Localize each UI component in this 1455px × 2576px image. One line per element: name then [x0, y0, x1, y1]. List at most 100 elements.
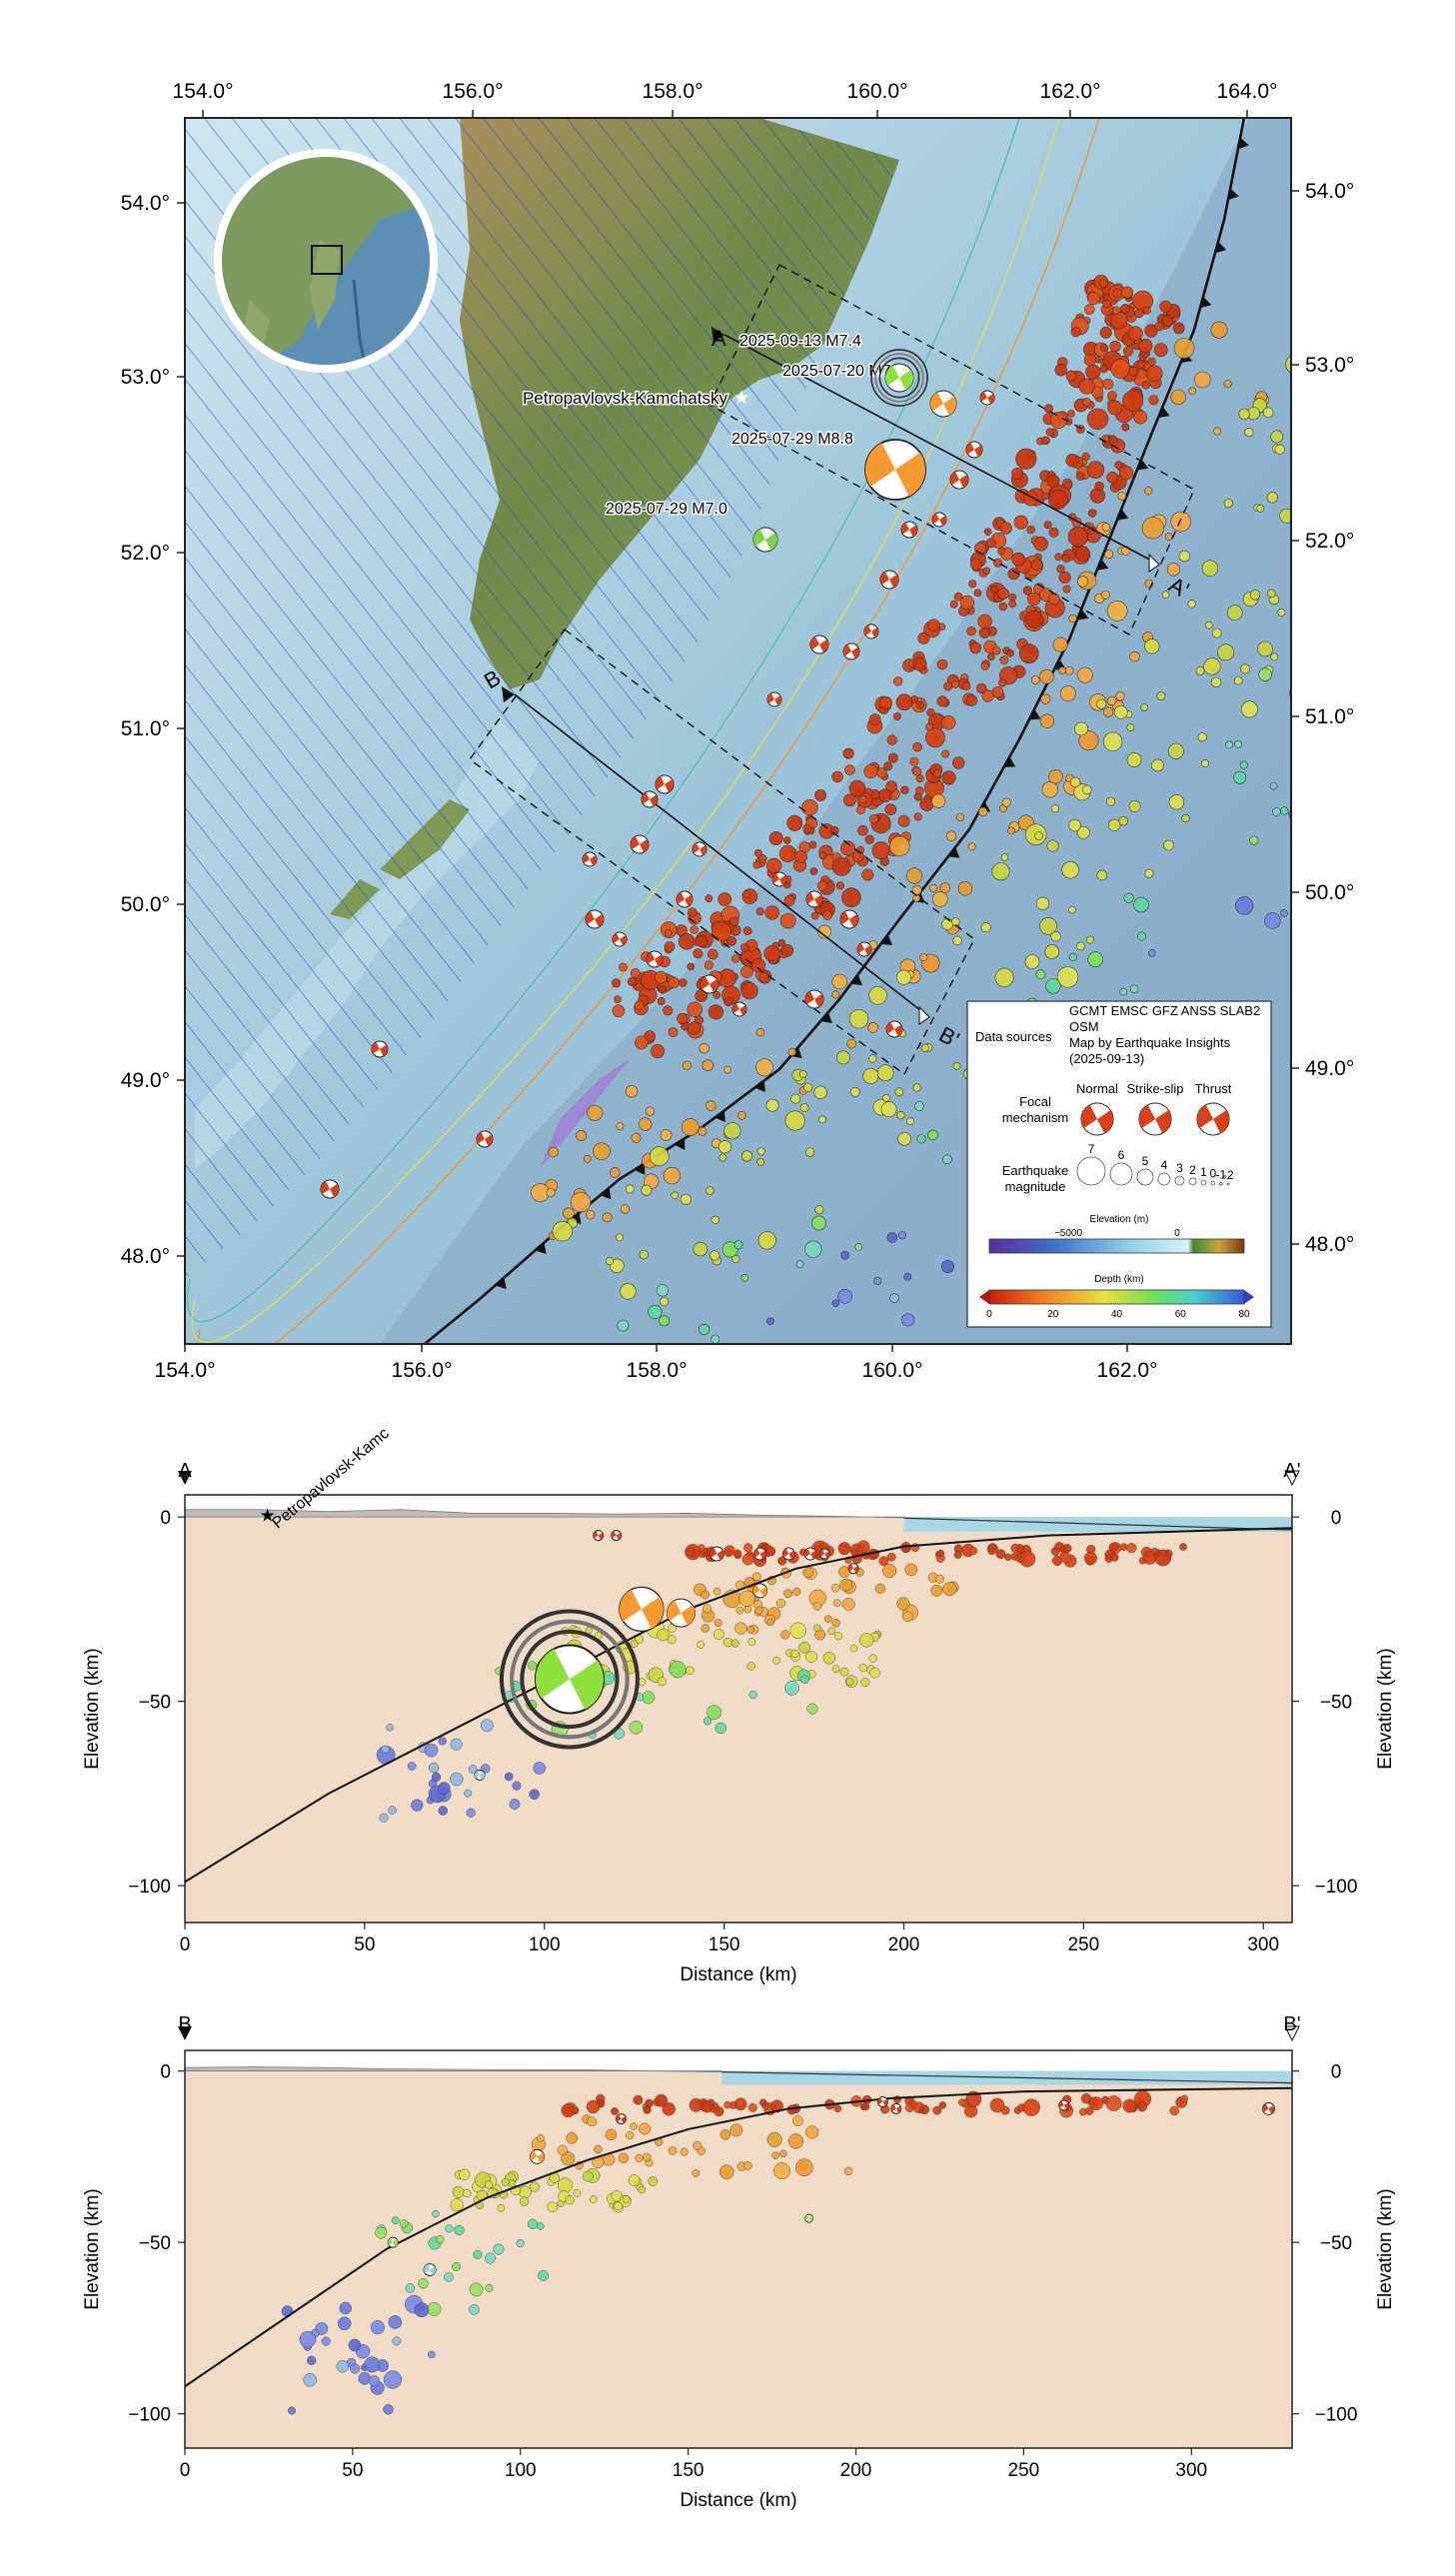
map-earthquake — [1011, 467, 1024, 480]
map-earthquake — [1374, 388, 1385, 399]
section-earthquake — [714, 1619, 723, 1628]
map-earthquake — [1302, 481, 1311, 490]
section-earthquake — [669, 1661, 687, 1679]
trench-tooth — [1136, 459, 1149, 471]
map-earthquake — [1151, 758, 1164, 772]
legend-magnitude-circles: 7 6 5 4 3 2 1 0 -1-2 — [1076, 1142, 1234, 1186]
section-x-tick: 250 — [1067, 1934, 1099, 1955]
section-earthquake — [839, 1667, 849, 1677]
map-earthquake — [678, 978, 688, 987]
map-earthquake — [719, 1153, 728, 1162]
section-city-star: ★ — [260, 1505, 276, 1525]
section-earthquake — [822, 1652, 836, 1665]
map-earthquake — [650, 1044, 665, 1059]
map-earthquake — [1063, 480, 1073, 490]
legend-magnitude-circle — [1076, 1156, 1106, 1186]
section-earthquake — [424, 1743, 439, 1758]
section-earthquake — [754, 1606, 763, 1615]
map-focal-mechanism — [863, 624, 879, 640]
section-earthquake — [368, 2375, 381, 2387]
map-earthquake — [1112, 288, 1123, 299]
map-earthquake — [1099, 326, 1112, 339]
map-earthquake — [660, 1297, 670, 1307]
map-earthquake — [752, 860, 761, 869]
map-earthquake — [1126, 752, 1142, 767]
map-earthquake — [1048, 768, 1063, 784]
section-end-label: B' — [1283, 2013, 1300, 2035]
section-earthquake — [427, 2350, 436, 2359]
map-earthquake — [880, 1101, 897, 1118]
map-earthquake — [1270, 652, 1279, 661]
section-earthquake — [1122, 2098, 1137, 2113]
map-earthquake — [612, 1004, 626, 1018]
map-earthquake — [1094, 481, 1104, 492]
map-earthquake — [1368, 438, 1383, 453]
section-earthquake — [662, 2101, 676, 2116]
section-earthquake — [407, 1762, 417, 1771]
map-earthquake — [649, 1146, 670, 1166]
map-earthquake — [879, 695, 892, 709]
depth-tick: 20 — [1047, 1309, 1059, 1320]
map-focal-mechanism — [766, 691, 782, 707]
lat-tick-right: 53.0° — [1305, 354, 1354, 377]
legend-magnitude-circle — [1210, 1180, 1215, 1186]
map-earthquake — [757, 854, 767, 863]
section-earthquake — [758, 2098, 767, 2106]
map-earthquake — [1267, 589, 1276, 599]
map-earthquake — [894, 1087, 904, 1097]
section-focal-mechanism — [804, 2213, 814, 2223]
section-earthquake — [735, 1606, 744, 1615]
section-earthquake — [444, 2272, 454, 2282]
map-earthquake — [1197, 732, 1207, 742]
lat-tick-left: 50.0° — [121, 893, 170, 916]
map-earthquake — [1277, 608, 1286, 617]
depth-tick: 80 — [1238, 1309, 1250, 1320]
legend-magnitude-circle — [1219, 1181, 1223, 1186]
section-earthquake — [1089, 2096, 1103, 2111]
section-y-label-right: Elevation (km) — [1375, 2188, 1396, 2309]
map-earthquake — [692, 1366, 700, 1374]
section-earthquake — [743, 2160, 752, 2170]
section-y-tick-left: 0 — [160, 1508, 171, 1529]
section-earthquake — [405, 2283, 416, 2293]
map-earthquake — [965, 694, 978, 706]
section-earthquake — [438, 1782, 451, 1795]
section-focal-mechanism — [781, 1547, 795, 1561]
section-earthquake — [485, 2252, 497, 2264]
section-earthquake — [747, 2102, 757, 2112]
section-earthquake — [701, 2100, 714, 2113]
map-earthquake — [941, 918, 954, 930]
section-earthquake — [537, 2133, 545, 2142]
map-earthquake — [945, 830, 957, 841]
section-earthquake — [392, 2336, 402, 2346]
map-earthquake — [977, 806, 988, 817]
map-earthquake — [616, 1122, 625, 1130]
lon-tick-bottom: 156.0° — [392, 1359, 453, 1382]
map-earthquake — [868, 713, 881, 726]
map-earthquake — [885, 780, 897, 793]
legend-magnitude-circle — [1226, 1182, 1230, 1186]
map-earthquake — [1102, 706, 1114, 717]
section-earthquake — [777, 1556, 787, 1566]
map-earthquake — [1101, 523, 1111, 532]
map-focal-mechanism — [320, 1179, 340, 1199]
map-earthquake — [768, 830, 783, 845]
legend-magnitude-label-2: magnitude — [1005, 1179, 1066, 1194]
section-earthquake — [1003, 1553, 1012, 1562]
map-earthquake — [685, 1450, 696, 1461]
map-earthquake — [927, 1129, 938, 1141]
map-earthquake — [706, 1100, 717, 1111]
section-earthquake — [861, 2102, 870, 2111]
map-earthquake — [1140, 703, 1149, 711]
map-earthquake — [952, 935, 962, 945]
map-earthquake — [1045, 978, 1061, 994]
lon-tick-bottom: 154.0° — [155, 1359, 216, 1382]
legend-magnitude-label: 4 — [1161, 1158, 1168, 1172]
section-focal-mechanism — [499, 1609, 640, 1750]
map-earthquake — [1085, 364, 1101, 380]
section-earthquake — [957, 2098, 966, 2106]
section-earthquake — [484, 2180, 493, 2189]
trench-tooth — [1003, 756, 1016, 767]
map-focal-mechanism — [900, 521, 918, 539]
map-earthquake — [1392, 499, 1403, 510]
